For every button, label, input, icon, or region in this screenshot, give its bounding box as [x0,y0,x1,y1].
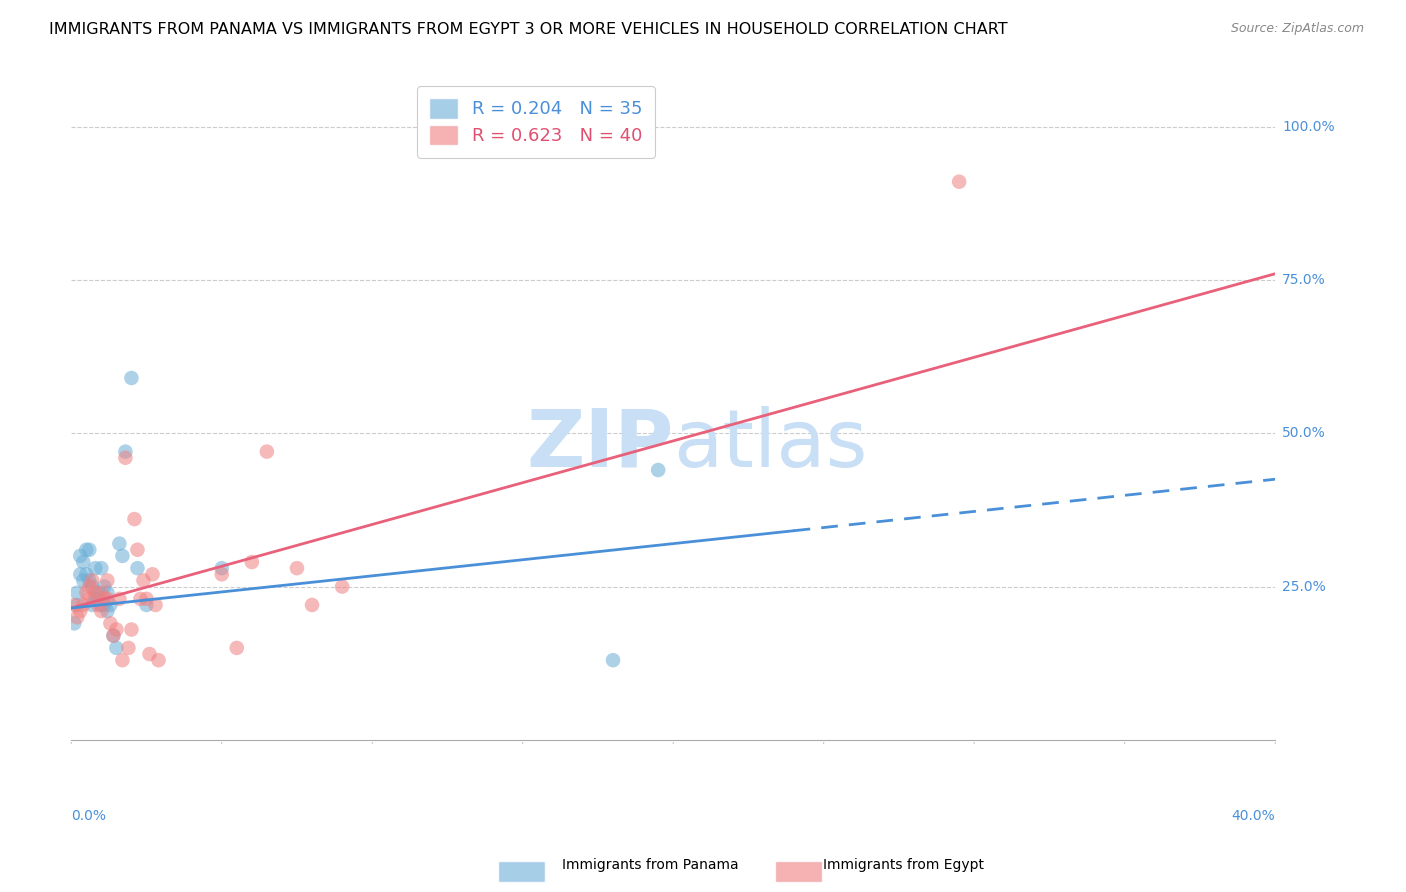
Point [103,629,125,643]
Point [75,542,97,557]
Text: Immigrants from Panama: Immigrants from Panama [562,858,740,872]
Text: Source: ZipAtlas.com: Source: ZipAtlas.com [1230,22,1364,36]
Text: 0.0%: 0.0% [72,809,107,823]
Point [79,542,101,557]
Point [111,653,134,667]
Text: 75.0%: 75.0% [1282,273,1326,287]
Point [96,591,118,606]
Point [79,580,101,594]
Point [72,555,94,569]
Point [111,549,134,563]
Point [90,585,112,599]
Point [66,598,89,612]
Point [93,598,115,612]
Point [105,640,128,655]
Point [90,598,112,612]
Point [124,512,146,526]
Point [117,640,139,655]
Point [90,561,112,575]
Text: IMMIGRANTS FROM PANAMA VS IMMIGRANTS FROM EGYPT 3 OR MORE VEHICLES IN HOUSEHOLD : IMMIGRANTS FROM PANAMA VS IMMIGRANTS FRO… [49,22,1008,37]
Point [87,585,110,599]
Point [75,567,97,582]
Point [114,450,136,465]
Point [98,598,121,612]
Point [79,574,101,588]
Point [66,585,89,599]
Point [602,653,624,667]
Point [96,585,118,599]
Point [82,574,104,588]
Point [87,591,110,606]
Point [145,598,167,612]
Text: 100.0%: 100.0% [1282,120,1334,134]
Point [285,561,308,575]
Point [72,574,94,588]
Point [114,444,136,458]
Point [141,567,163,582]
Point [120,623,142,637]
Point [72,598,94,612]
Point [90,604,112,618]
Point [240,555,263,569]
Point [148,653,170,667]
Point [948,175,970,189]
Point [96,604,118,618]
Point [129,591,152,606]
Point [135,598,157,612]
Point [108,591,131,606]
Point [79,591,101,606]
Point [132,574,155,588]
Point [75,585,97,599]
Point [127,561,149,575]
Point [69,604,91,618]
Point [330,580,353,594]
Point [105,623,128,637]
Text: atlas: atlas [673,406,868,483]
Point [211,561,233,575]
Legend: R = 0.204   N = 35, R = 0.623   N = 40: R = 0.204 N = 35, R = 0.623 N = 40 [418,87,655,158]
Point [84,561,107,575]
Point [69,549,91,563]
Point [135,591,157,606]
Point [93,580,115,594]
Text: 40.0%: 40.0% [1232,809,1275,823]
Point [87,598,110,612]
Point [211,567,233,582]
Point [66,610,89,624]
Point [63,616,86,631]
Point [69,567,91,582]
Text: Immigrants from Egypt: Immigrants from Egypt [823,858,984,872]
Text: 50.0%: 50.0% [1282,426,1326,441]
Point [120,371,142,385]
Point [301,598,323,612]
Point [84,585,107,599]
Point [96,574,118,588]
Point [127,542,149,557]
Point [93,591,115,606]
Text: ZIP: ZIP [526,406,673,483]
Point [63,598,86,612]
Point [82,580,104,594]
Text: 25.0%: 25.0% [1282,580,1326,593]
Point [98,616,121,631]
Point [103,629,125,643]
Point [82,598,104,612]
Point [84,591,107,606]
Point [647,463,669,477]
Point [256,444,278,458]
Point [138,647,160,661]
Point [108,536,131,550]
Point [225,640,247,655]
